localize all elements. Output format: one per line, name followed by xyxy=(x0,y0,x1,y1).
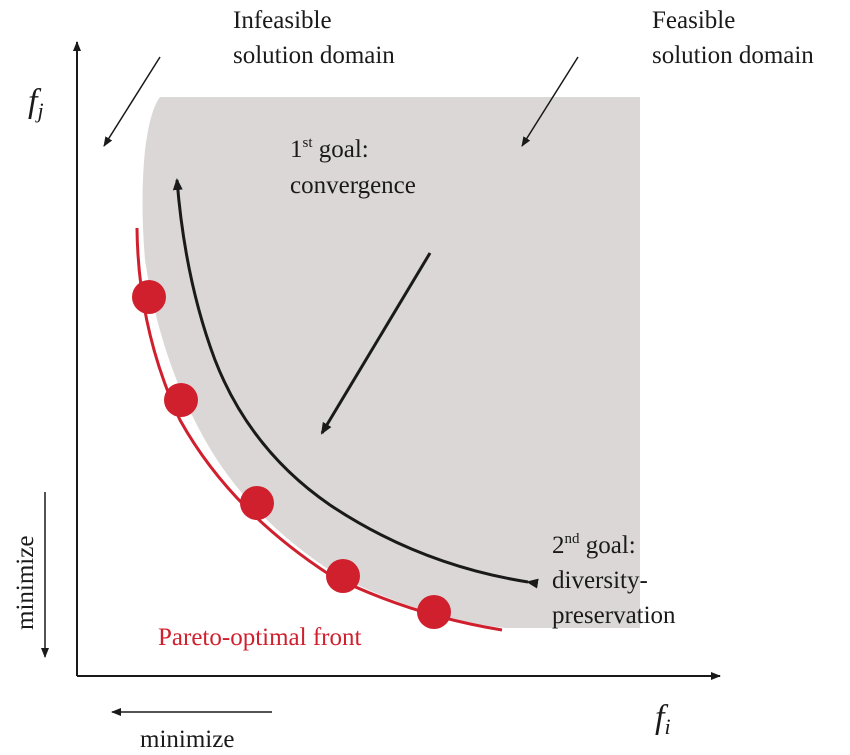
pareto-front-label: Pareto-optimal front xyxy=(158,624,361,651)
x-axis-label: fi xyxy=(655,699,671,739)
pareto-point xyxy=(326,559,360,593)
pareto-point xyxy=(132,280,166,314)
pareto-point xyxy=(417,595,451,629)
goal2-label-line3: preservation xyxy=(552,602,676,629)
diversity-arrow xyxy=(172,178,539,589)
x-minimize-label: minimize xyxy=(140,726,234,753)
goal1-label-line2: convergence xyxy=(290,172,416,199)
y-axis-label: fj xyxy=(28,83,44,123)
y-minimize-label: minimize xyxy=(12,536,39,630)
feasible-pointer-arrow xyxy=(521,56,579,147)
pareto-point xyxy=(240,486,274,520)
infeasible-label-line1: Infeasible xyxy=(233,7,332,34)
goal2-label-line2: diversity- xyxy=(552,567,648,594)
pareto-point xyxy=(164,383,198,417)
feasible-label-line1: Feasible xyxy=(652,7,735,34)
infeasible-pointer-arrow xyxy=(103,56,161,147)
feasible-label-line2: solution domain xyxy=(652,42,814,69)
infeasible-label-line2: solution domain xyxy=(233,42,395,69)
goal1-label-line1: 1st goal: xyxy=(290,135,369,163)
goal2-label-line1: 2nd goal: xyxy=(552,531,636,559)
convergence-arrow xyxy=(320,252,432,435)
